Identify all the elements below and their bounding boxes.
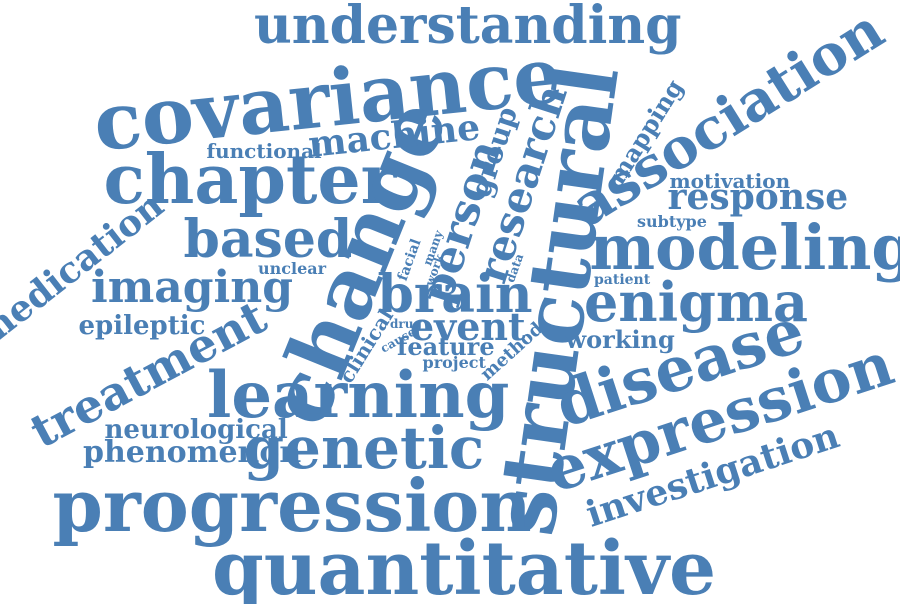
word-genetic: genetic (243, 414, 485, 482)
word-understanding: understanding (254, 0, 682, 56)
word-based: based (183, 209, 353, 270)
word-motivation: motivation (669, 169, 791, 193)
word-neurological: neurological (104, 415, 288, 445)
word-event: event (410, 304, 526, 349)
word-imaging: imaging (91, 262, 294, 313)
word-enigma: enigma (584, 270, 809, 334)
word-brain: brain (377, 264, 533, 325)
word-functional: functional (206, 139, 322, 163)
word-quantitative: quantitative (212, 526, 717, 604)
word-progression: progression (52, 463, 532, 548)
word-response: response (667, 176, 849, 218)
word-working: working (565, 325, 675, 354)
word-modeling: modeling (589, 211, 900, 284)
word-subtype: subtype (637, 212, 707, 231)
word-epileptic: epileptic (78, 311, 206, 341)
word-learning: learning (207, 358, 510, 433)
word-patient: patient (594, 272, 651, 288)
word-feature: feature (397, 332, 495, 361)
word-project: project (422, 353, 486, 372)
word-unclear: unclear (258, 259, 327, 278)
word-phenomenon: phenomenon (83, 435, 302, 470)
word-chapter: chapter (103, 140, 397, 220)
word-drug: drug (390, 317, 422, 331)
